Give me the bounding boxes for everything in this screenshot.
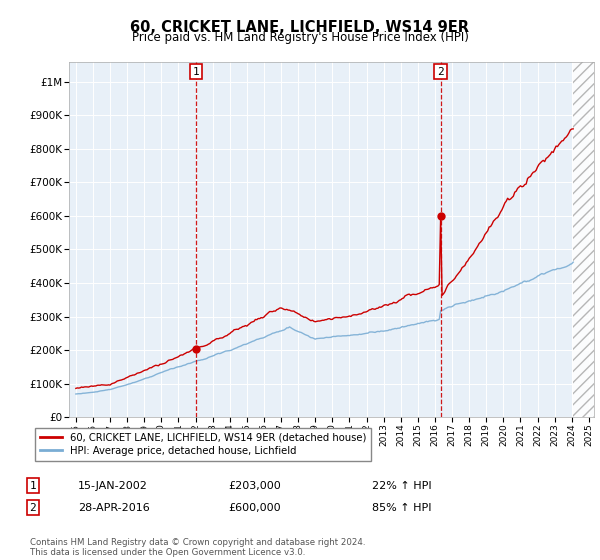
Text: Price paid vs. HM Land Registry's House Price Index (HPI): Price paid vs. HM Land Registry's House … <box>131 31 469 44</box>
Text: 60, CRICKET LANE, LICHFIELD, WS14 9ER: 60, CRICKET LANE, LICHFIELD, WS14 9ER <box>131 20 470 35</box>
Text: 2: 2 <box>437 67 444 77</box>
Text: Contains HM Land Registry data © Crown copyright and database right 2024.
This d: Contains HM Land Registry data © Crown c… <box>30 538 365 557</box>
Legend: 60, CRICKET LANE, LICHFIELD, WS14 9ER (detached house), HPI: Average price, deta: 60, CRICKET LANE, LICHFIELD, WS14 9ER (d… <box>35 428 371 461</box>
Text: 85% ↑ HPI: 85% ↑ HPI <box>372 503 431 513</box>
Text: £600,000: £600,000 <box>228 503 281 513</box>
Text: 15-JAN-2002: 15-JAN-2002 <box>78 480 148 491</box>
Text: 22% ↑ HPI: 22% ↑ HPI <box>372 480 431 491</box>
Bar <box>573 62 598 417</box>
Text: 28-APR-2016: 28-APR-2016 <box>78 503 150 513</box>
Text: 2: 2 <box>29 503 37 513</box>
Text: 1: 1 <box>29 480 37 491</box>
Text: £203,000: £203,000 <box>228 480 281 491</box>
Text: 1: 1 <box>193 67 200 77</box>
